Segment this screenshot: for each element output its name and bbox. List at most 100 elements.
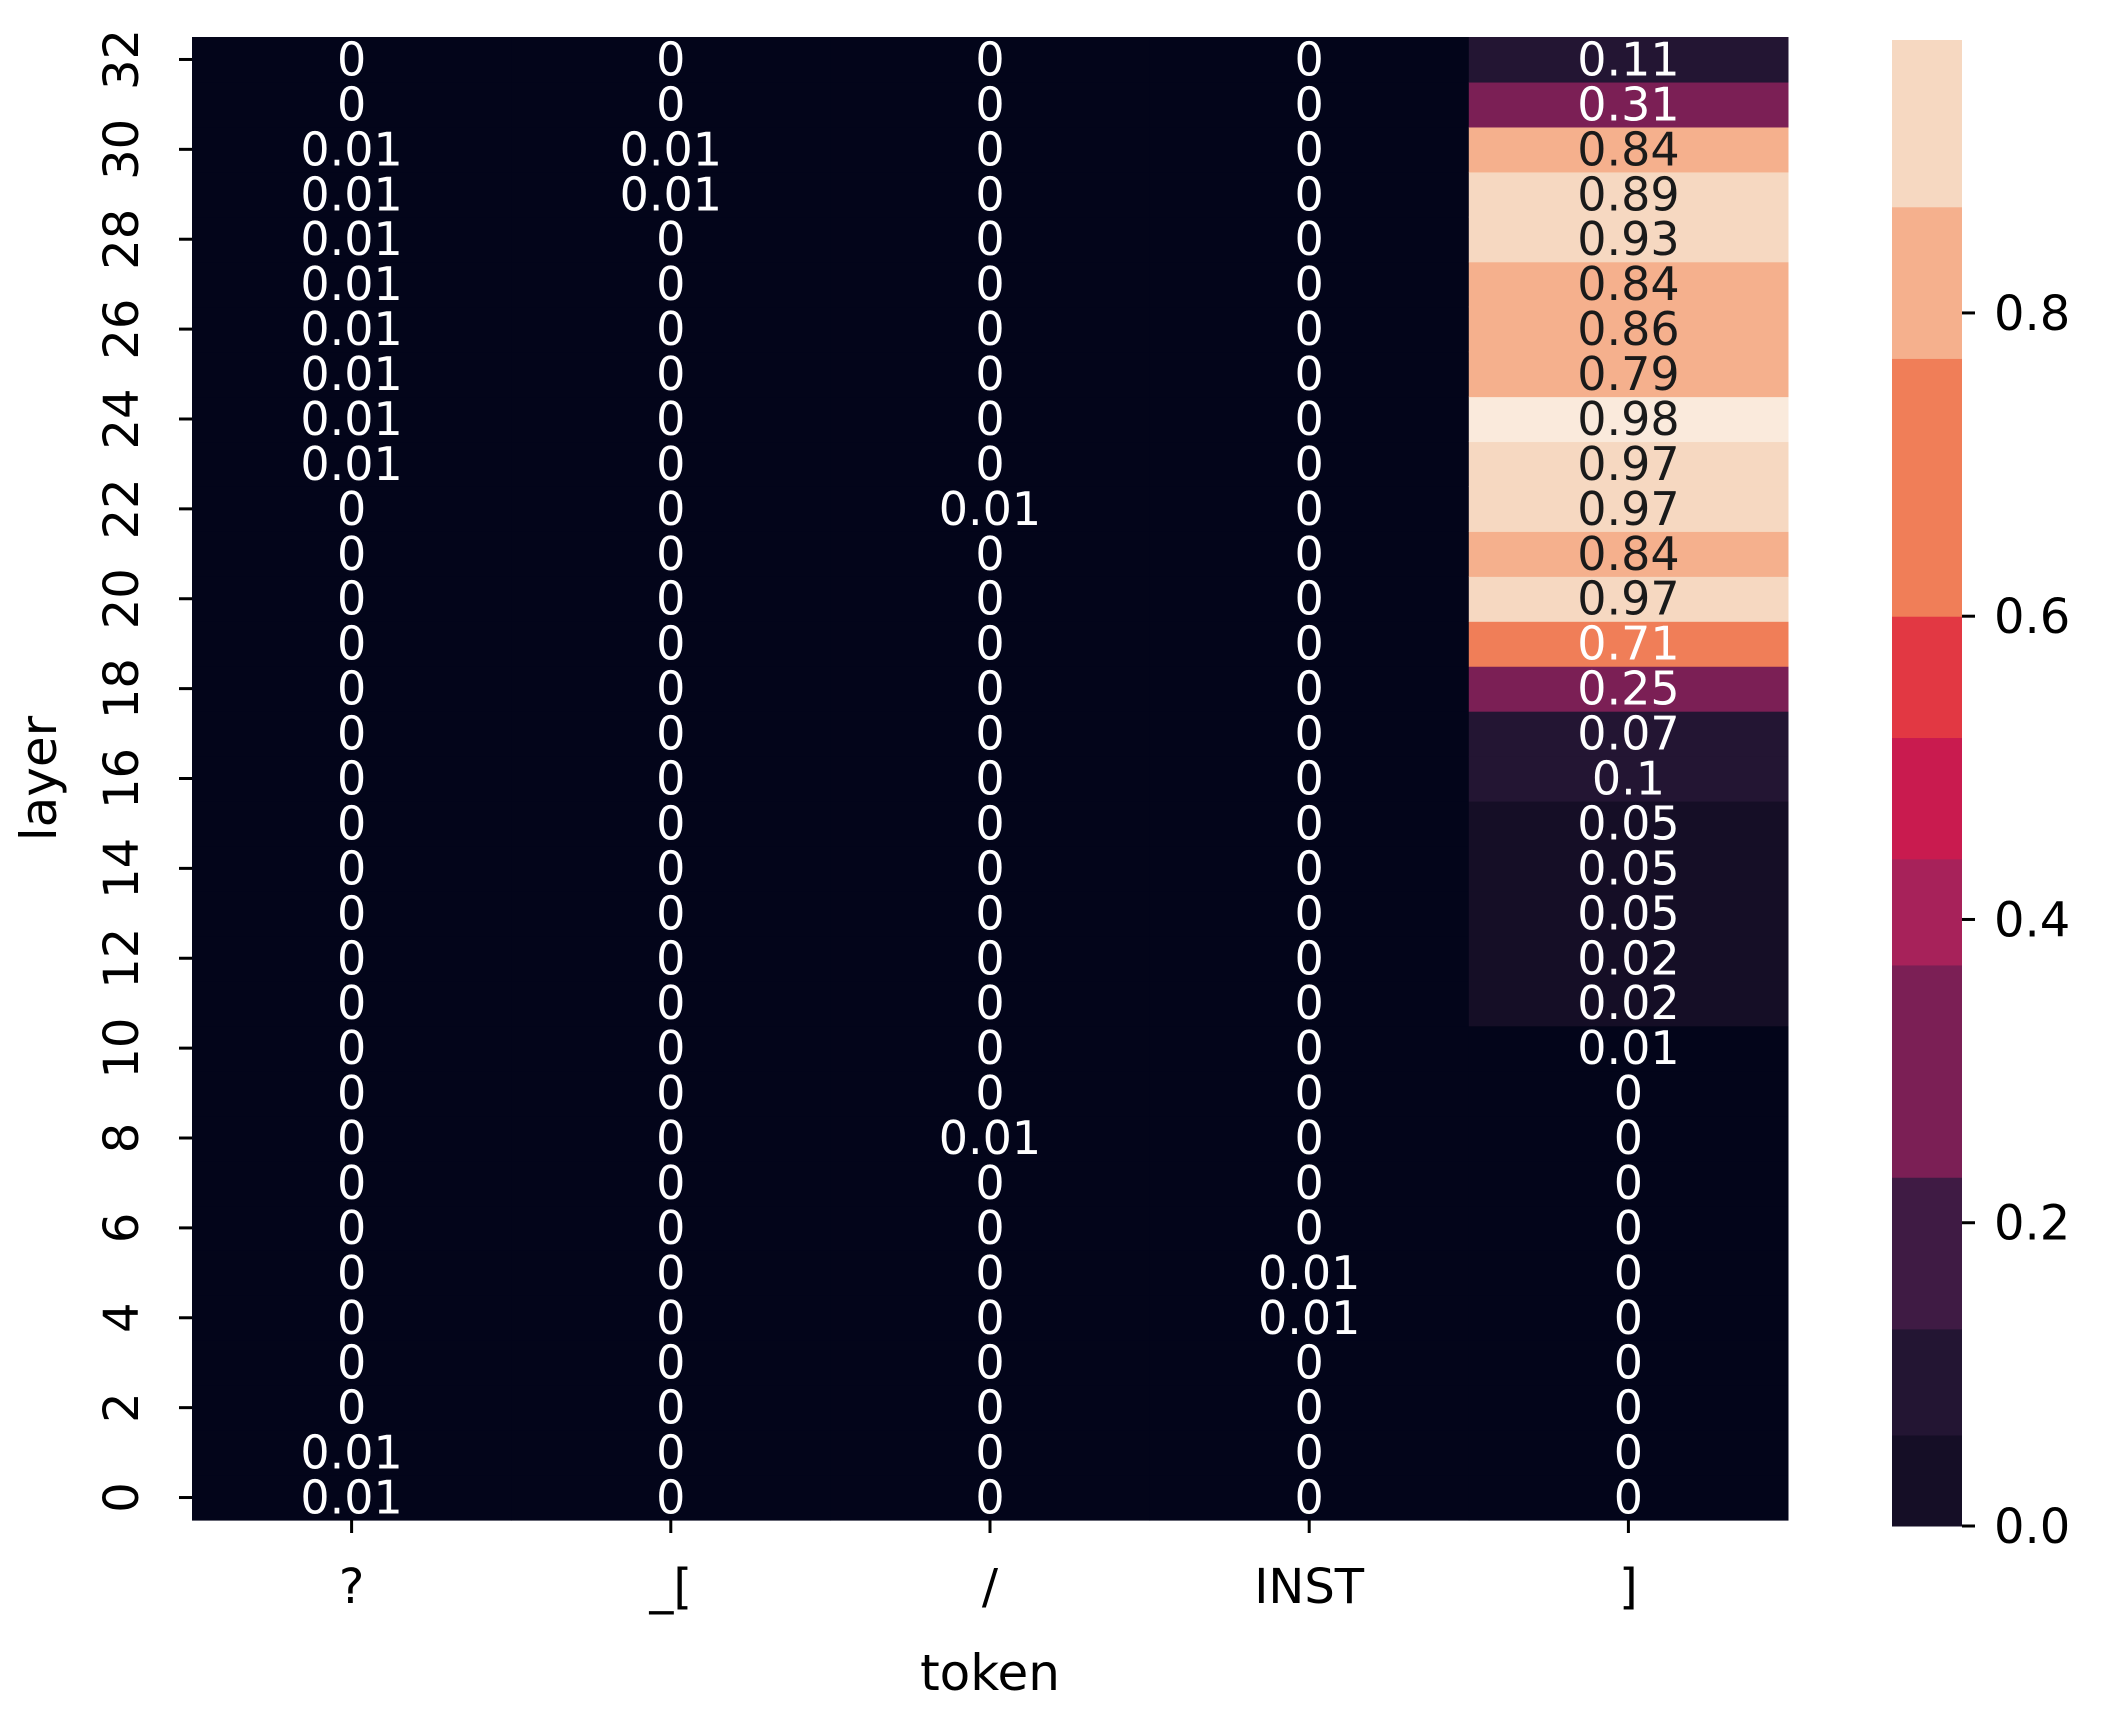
heatmap-cell: [511, 441, 831, 487]
cell-value-label: 0.93: [1577, 212, 1679, 266]
heatmap-cell: [1468, 126, 1789, 173]
heatmap-cell: [192, 845, 512, 892]
y-tick-label: 32: [94, 29, 150, 90]
heatmap-cell: [830, 890, 1151, 937]
heatmap-cell: [1468, 216, 1789, 263]
y-tick-label: 20: [94, 568, 150, 629]
colorbar-tick-label: 0.6: [1994, 589, 2070, 645]
heatmap-cell: [1468, 81, 1789, 128]
heatmap-cell: [511, 171, 831, 218]
cell-value-label: 0: [337, 1381, 366, 1435]
cell-value-label: 0: [1614, 1336, 1643, 1390]
heatmap-cell: [1468, 1475, 1789, 1521]
heatmap-cell: [830, 756, 1151, 802]
heatmap-cell: [830, 935, 1151, 982]
cell-value-label: 0.01: [300, 1471, 402, 1525]
cell-value-label: 0: [337, 886, 366, 940]
cell-value-label: 0.02: [1577, 976, 1679, 1030]
cell-value-label: 0: [656, 1246, 685, 1300]
heatmap-cell: [192, 666, 512, 712]
cell-value-label: 0.1: [1592, 752, 1665, 806]
cell-value-label: 0: [1295, 752, 1324, 806]
heatmap-cell: [192, 621, 512, 667]
cell-value-label: 0: [975, 347, 1004, 401]
y-tick-label: 0: [94, 1482, 150, 1513]
colorbar-tick-label: 0.4: [1994, 892, 2070, 948]
heatmap-cell: [1149, 1430, 1470, 1476]
cell-value-label: 0: [975, 392, 1004, 446]
heatmap-cell: [1468, 935, 1789, 982]
cell-value-label: 0: [656, 1336, 685, 1390]
x-tick-label: /: [982, 1559, 999, 1615]
cell-value-label: 0: [1295, 931, 1324, 985]
heatmap-cell: [192, 756, 512, 802]
heatmap-cell: [830, 306, 1151, 353]
heatmap-cell: [511, 126, 831, 173]
cell-value-label: 0: [1614, 1471, 1643, 1525]
cell-value-label: 0: [975, 931, 1004, 985]
heatmap-cell: [1149, 81, 1470, 128]
cell-value-label: 0: [1295, 392, 1324, 446]
heatmap-cell: [511, 1205, 831, 1251]
cell-value-label: 0: [1295, 707, 1324, 761]
cell-value-label: 0.05: [1577, 796, 1679, 850]
heatmap-cell: [1468, 1070, 1789, 1117]
heatmap-cell: [1468, 441, 1789, 487]
heatmap-cell: [1468, 1430, 1789, 1476]
heatmap-cell: [511, 576, 831, 622]
cell-value-label: 0: [656, 1471, 685, 1525]
cell-value-label: 0: [1295, 1066, 1324, 1120]
cell-value-label: 0: [656, 1426, 685, 1480]
heatmap-cell: [192, 261, 512, 308]
cell-value-label: 0: [975, 32, 1004, 86]
cell-value-label: 0: [337, 1336, 366, 1390]
heatmap-cell: [192, 216, 512, 263]
heatmap-cell: [511, 1340, 831, 1386]
cell-value-label: 0.84: [1577, 122, 1679, 176]
cell-value-label: 0: [1295, 32, 1324, 86]
heatmap-cell: [1468, 576, 1789, 622]
heatmap-cell: [1468, 756, 1789, 802]
colorbar-tick-label: 0.0: [1994, 1499, 2070, 1555]
heatmap-cell: [1468, 531, 1789, 577]
heatmap-cell: [192, 486, 512, 532]
cell-value-label: 0: [656, 302, 685, 356]
cell-value-label: 0: [337, 572, 366, 626]
heatmap-cell: [192, 171, 512, 218]
heatmap-cell: [192, 81, 512, 128]
heatmap-cell: [830, 1295, 1151, 1341]
heatmap-cell: [192, 1385, 512, 1431]
heatmap-cell: [830, 980, 1151, 1027]
heatmap-cell: [1149, 756, 1470, 802]
heatmap-cell: [1149, 306, 1470, 353]
cell-value-label: 0: [656, 527, 685, 581]
cell-value-label: 0: [656, 886, 685, 940]
cell-value-label: 0: [1295, 1336, 1324, 1390]
heatmap-cell: [1468, 845, 1789, 892]
heatmap-cell: [830, 1385, 1151, 1431]
heatmap-cell: [1468, 800, 1789, 847]
cell-value-label: 0: [975, 796, 1004, 850]
cell-value-label: 0: [656, 77, 685, 131]
cell-value-label: 0: [656, 32, 685, 86]
cell-value-label: 0: [656, 662, 685, 716]
heatmap-cell: [830, 216, 1151, 263]
cell-value-label: 0: [1295, 572, 1324, 626]
cell-value-label: 0.01: [300, 212, 402, 266]
heatmap-cell: [830, 845, 1151, 892]
cell-value-label: 0: [656, 1066, 685, 1120]
cell-value-label: 0.01: [300, 257, 402, 311]
cell-value-label: 0.05: [1577, 886, 1679, 940]
heatmap-cell: [1468, 351, 1789, 398]
heatmap-cell: [192, 1160, 512, 1207]
cell-value-label: 0: [656, 1156, 685, 1210]
heatmap-cell: [1468, 1340, 1789, 1386]
cell-value-label: 0.79: [1577, 347, 1679, 401]
colorbar-tick-label: 0.2: [1994, 1196, 2070, 1252]
cell-value-label: 0: [1295, 77, 1324, 131]
cell-value-label: 0: [975, 617, 1004, 671]
heatmap-cell: [192, 396, 512, 443]
heatmap-cell: [1149, 1160, 1470, 1207]
cell-value-label: 0: [337, 617, 366, 671]
colorbar-segment: [1892, 737, 1962, 860]
